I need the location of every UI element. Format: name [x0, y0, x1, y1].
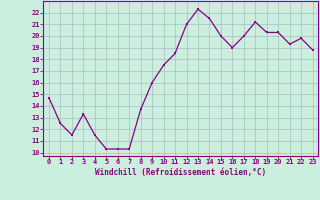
X-axis label: Windchill (Refroidissement éolien,°C): Windchill (Refroidissement éolien,°C) [95, 168, 266, 177]
